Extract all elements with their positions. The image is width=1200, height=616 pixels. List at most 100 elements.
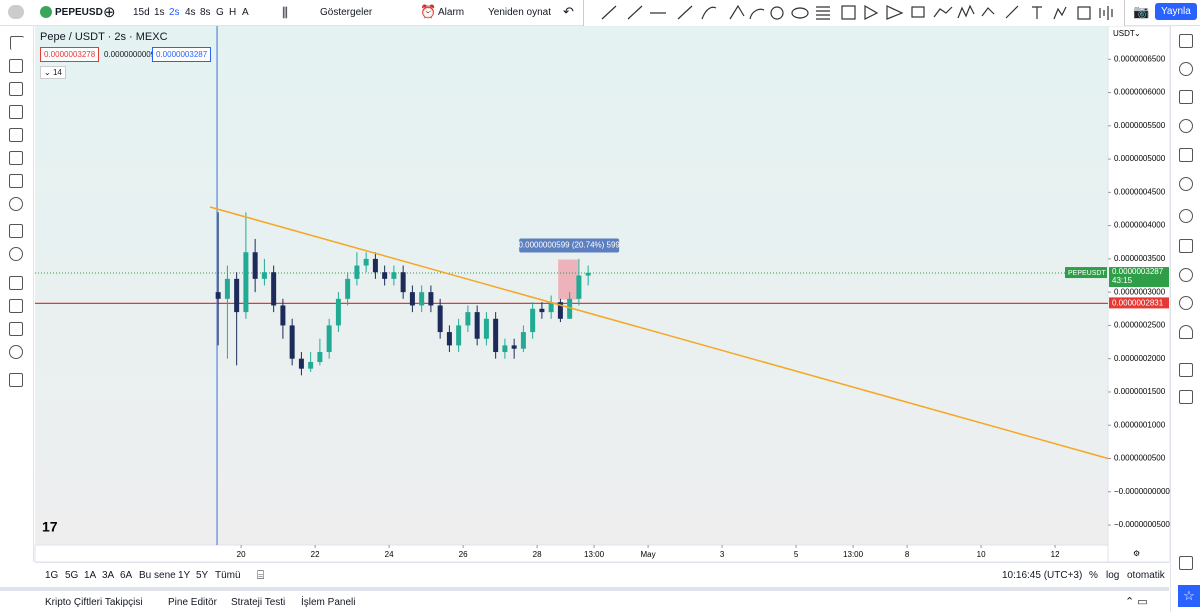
candle-body bbox=[252, 252, 258, 279]
icon-tool[interactable] bbox=[9, 197, 23, 211]
dom[interactable] bbox=[1179, 390, 1193, 404]
spread: 0.0000000009 bbox=[104, 50, 156, 59]
candle-body bbox=[483, 318, 489, 339]
text-tool[interactable] bbox=[9, 128, 23, 142]
ask[interactable]: 0.0000003287 bbox=[152, 47, 212, 62]
currency-caret: ⌄ bbox=[1134, 29, 1141, 38]
percent[interactable]: % bbox=[1089, 570, 1098, 581]
lock-tool[interactable] bbox=[9, 322, 23, 336]
trading[interactable] bbox=[1179, 363, 1193, 377]
last-price-tag: 0.0000003287 bbox=[1112, 267, 1164, 276]
pattern-tool[interactable] bbox=[9, 151, 23, 165]
alarm[interactable]: Alarm bbox=[438, 7, 465, 18]
y-tick-label: 0.0000001500 bbox=[1114, 387, 1166, 396]
interval[interactable]: 4s bbox=[185, 7, 196, 18]
interval[interactable]: G bbox=[216, 7, 224, 18]
data-window[interactable] bbox=[1179, 90, 1193, 104]
candle-body bbox=[567, 298, 573, 319]
fib-tool[interactable] bbox=[9, 82, 23, 96]
measure-box bbox=[558, 259, 579, 300]
panel-tab[interactable]: Strateji Testi bbox=[231, 597, 286, 608]
trash-tool[interactable] bbox=[9, 373, 23, 387]
candle-body bbox=[215, 292, 221, 299]
line-tool[interactable] bbox=[9, 59, 23, 73]
panel-tab[interactable]: İşlem Paneli bbox=[301, 597, 356, 608]
add-symbol[interactable]: ⊕ bbox=[103, 4, 116, 21]
range[interactable]: 5G bbox=[65, 570, 79, 581]
date-range[interactable]: ⌸ bbox=[257, 568, 265, 582]
undo[interactable]: ↶ bbox=[563, 4, 574, 19]
candle-body bbox=[511, 345, 517, 349]
time-axis bbox=[34, 544, 1109, 562]
hotlists[interactable] bbox=[1179, 119, 1193, 133]
lock-drawing-tool[interactable] bbox=[9, 299, 23, 313]
candle-body bbox=[502, 345, 508, 353]
candle-body bbox=[493, 318, 499, 353]
hide-tool[interactable] bbox=[9, 345, 23, 359]
streams[interactable] bbox=[1179, 209, 1193, 223]
range[interactable]: 1A bbox=[84, 570, 97, 581]
shape-tool[interactable] bbox=[9, 105, 23, 119]
range[interactable]: 6A bbox=[120, 570, 133, 581]
range[interactable]: Bu sene bbox=[139, 570, 176, 581]
chats[interactable] bbox=[1179, 239, 1193, 253]
range[interactable]: 1Y bbox=[178, 570, 191, 581]
avatar[interactable] bbox=[8, 5, 24, 19]
logo: 17 bbox=[42, 519, 58, 535]
interval[interactable]: A bbox=[242, 7, 249, 18]
y-tick-label: 0.0000003500 bbox=[1114, 254, 1166, 263]
range[interactable]: Tümü bbox=[215, 570, 241, 581]
zoom-tool[interactable] bbox=[9, 247, 23, 261]
symbol[interactable]: PEPEUSD bbox=[55, 7, 103, 18]
candle-body bbox=[271, 272, 277, 306]
chart-type[interactable]: ⫼ bbox=[282, 5, 288, 20]
indicators[interactable]: Göstergeler bbox=[320, 7, 373, 18]
calendar[interactable] bbox=[1179, 148, 1193, 162]
x-tick-label: 10 bbox=[977, 550, 986, 559]
drawing-tools bbox=[601, 4, 1113, 20]
pinned[interactable] bbox=[1179, 268, 1193, 282]
x-tick-label: 5 bbox=[794, 550, 799, 559]
interval[interactable]: H bbox=[229, 7, 237, 18]
alarm-icon: ⏰ bbox=[420, 4, 437, 19]
prediction-tool[interactable] bbox=[9, 174, 23, 188]
interval[interactable]: 2s bbox=[169, 7, 180, 18]
layers[interactable] bbox=[1179, 556, 1193, 570]
range[interactable]: 3A bbox=[102, 570, 115, 581]
log[interactable]: log bbox=[1106, 570, 1120, 581]
range[interactable]: 5Y bbox=[196, 570, 209, 581]
ideas[interactable] bbox=[1179, 177, 1193, 191]
range[interactable]: 1G bbox=[45, 570, 59, 581]
cursor-tool[interactable] bbox=[10, 36, 24, 50]
candle-body bbox=[576, 275, 582, 299]
favorites[interactable]: ☆ bbox=[1178, 585, 1200, 607]
ruler-tool[interactable] bbox=[9, 224, 23, 238]
candle-body bbox=[363, 258, 369, 266]
candle-body bbox=[261, 272, 267, 279]
broadcast[interactable] bbox=[1179, 296, 1193, 310]
notifications[interactable] bbox=[1179, 325, 1193, 339]
indicator-count[interactable]: ⌄ 14 bbox=[40, 66, 66, 79]
watchlist[interactable] bbox=[1179, 34, 1193, 48]
bottom-bar: 1G 5G 1A 3A 6A Bu sene 1Y 5Y Tümü ⌸ 10:16:45 (UT… bbox=[35, 562, 1169, 587]
publish[interactable]: Yaynla bbox=[1155, 3, 1197, 20]
panel-tab[interactable]: Kripto Çiftleri Takipçisi bbox=[45, 597, 143, 608]
replay[interactable]: Yeniden oynat bbox=[488, 7, 552, 18]
auto[interactable]: otomatik bbox=[1127, 570, 1165, 581]
interval[interactable]: 1s bbox=[154, 7, 165, 18]
panel-controls[interactable]: ⌃ ▭ bbox=[1125, 596, 1148, 608]
candle-body bbox=[446, 332, 452, 346]
interval[interactable]: 8s bbox=[200, 7, 211, 18]
drawing-toolbar bbox=[583, 0, 1125, 27]
interval[interactable]: 15d bbox=[133, 7, 150, 18]
panel-bar: Kripto Çiftleri Takipçisi Pine Editör Stra… bbox=[0, 587, 1169, 616]
top-toolbar: PEPEUSD ⊕ 15d 1s 2s 4s 8s G H A ⫼ Göstergeler ⏰… bbox=[0, 0, 1200, 27]
symbol-tag-bg bbox=[1065, 267, 1107, 279]
candle-body bbox=[298, 358, 304, 369]
alerts[interactable] bbox=[1179, 62, 1193, 76]
candle-body bbox=[354, 265, 360, 279]
magnet-tool[interactable] bbox=[9, 276, 23, 290]
snapshot[interactable]: 📷 bbox=[1133, 4, 1150, 19]
panel-tab[interactable]: Pine Editör bbox=[168, 597, 217, 608]
bid[interactable]: 0.0000003278 bbox=[40, 47, 100, 62]
